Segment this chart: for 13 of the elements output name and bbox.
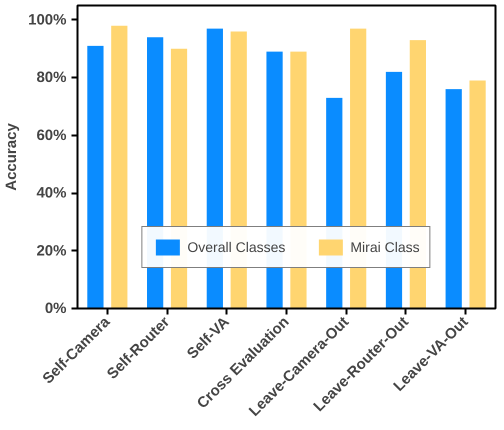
- bar: [469, 80, 486, 308]
- bar: [87, 46, 104, 308]
- legend-label: Overall Classes: [187, 239, 286, 255]
- y-tick-label: 0%: [44, 300, 67, 317]
- y-tick-label: 60%: [36, 126, 67, 144]
- y-tick-label: 100%: [28, 11, 67, 28]
- y-tick-label: 80%: [36, 69, 67, 86]
- y-tick-label: 20%: [36, 242, 67, 260]
- y-tick-label: 40%: [36, 184, 67, 202]
- bar: [111, 26, 128, 308]
- legend-label: Mirai Class: [350, 239, 420, 255]
- y-axis-title: Accuracy: [3, 122, 20, 191]
- bar: [446, 89, 462, 308]
